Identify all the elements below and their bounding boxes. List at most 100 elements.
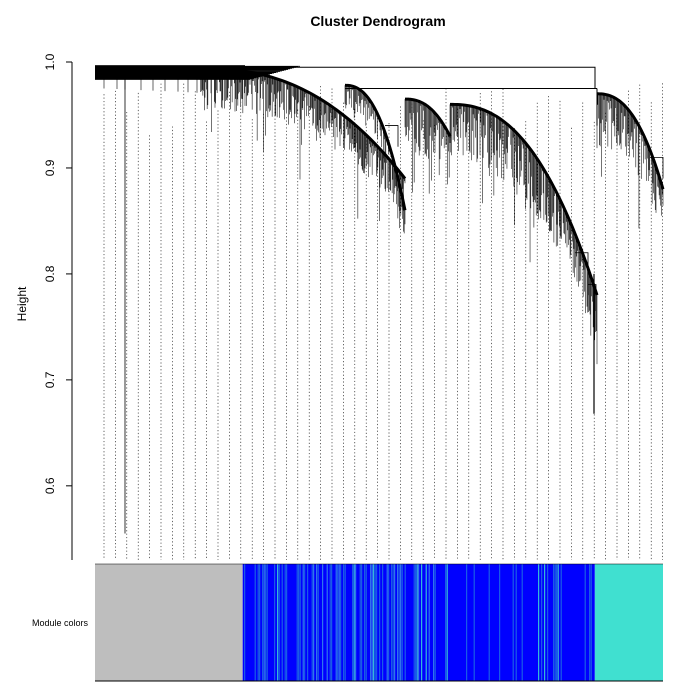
module-stripe bbox=[415, 564, 417, 681]
module-stripe bbox=[364, 564, 366, 681]
dendro-merge-box bbox=[650, 156, 664, 179]
module-stripe bbox=[544, 564, 546, 681]
module-stripe bbox=[547, 564, 549, 681]
module-stripe bbox=[554, 564, 556, 681]
dendro-merge-box bbox=[588, 284, 597, 311]
module-stripe bbox=[299, 564, 301, 681]
module-stripe bbox=[331, 564, 333, 681]
dendro-hull bbox=[404, 97, 452, 137]
module-stripe bbox=[560, 564, 562, 681]
y-axis: 0.6 0.7 0.8 0.9 1.0 bbox=[43, 53, 73, 560]
module-stripe bbox=[281, 564, 283, 681]
module-stripe bbox=[352, 564, 354, 681]
module-stripe bbox=[317, 564, 319, 681]
module-stripe bbox=[421, 564, 423, 681]
module-stripe bbox=[398, 564, 400, 681]
module-stripe bbox=[386, 564, 388, 681]
module-stripe bbox=[296, 564, 298, 681]
module-stripe bbox=[326, 564, 328, 681]
dendro-merge-box bbox=[385, 125, 399, 147]
module-stripe bbox=[257, 564, 259, 681]
module-stripe bbox=[365, 564, 367, 681]
module-stripe bbox=[416, 564, 418, 681]
module-stripe bbox=[428, 564, 430, 681]
module-stripe bbox=[263, 564, 265, 681]
module-stripe bbox=[394, 564, 396, 681]
module-stripe bbox=[278, 564, 280, 681]
module-stripe bbox=[284, 564, 286, 681]
dendrogram-branches bbox=[95, 65, 665, 560]
module-stripe bbox=[335, 564, 337, 681]
module-stripe bbox=[344, 564, 346, 681]
module-stripe bbox=[541, 564, 543, 681]
module-stripe bbox=[265, 564, 267, 681]
module-stripe bbox=[404, 564, 406, 681]
module-stripe bbox=[382, 564, 384, 681]
module-stripe bbox=[266, 564, 268, 681]
dendro-hull bbox=[596, 92, 665, 190]
module-colors-label: Module colors bbox=[32, 618, 89, 628]
module-stripe bbox=[557, 564, 559, 681]
module-stripe bbox=[388, 564, 390, 681]
module-stripe bbox=[401, 564, 403, 681]
module-stripe bbox=[277, 564, 279, 681]
module-stripe bbox=[359, 564, 361, 681]
module-stripe bbox=[355, 564, 357, 681]
module-stripe bbox=[466, 564, 468, 681]
module-stripe bbox=[329, 564, 331, 681]
dendro-hull bbox=[199, 66, 407, 180]
module-stripe bbox=[584, 564, 586, 681]
module-stripe bbox=[418, 564, 420, 681]
module-stripe bbox=[499, 564, 501, 681]
module-stripe bbox=[338, 564, 340, 681]
module-stripe bbox=[343, 564, 345, 681]
module-stripe bbox=[340, 564, 342, 681]
module-colors-bar bbox=[95, 563, 663, 682]
module-stripe bbox=[259, 564, 261, 681]
module-segment-turquoise bbox=[594, 564, 663, 681]
dendro-band-block bbox=[95, 65, 245, 76]
chart-title: Cluster Dendrogram bbox=[310, 13, 445, 29]
module-stripe bbox=[254, 564, 256, 681]
dendro-merge-top bbox=[168, 66, 596, 89]
dendro-blue-sub2 bbox=[449, 102, 599, 365]
module-stripe bbox=[337, 564, 339, 681]
module-stripe bbox=[374, 564, 376, 681]
module-stripe bbox=[400, 564, 402, 681]
module-stripe bbox=[313, 564, 315, 681]
module-stripe bbox=[311, 564, 313, 681]
module-stripe bbox=[590, 564, 592, 681]
module-stripe bbox=[521, 564, 523, 681]
module-stripe bbox=[379, 564, 381, 681]
module-stripe bbox=[488, 564, 490, 681]
y-tick-label: 0.9 bbox=[43, 159, 57, 176]
module-stripe bbox=[425, 564, 427, 681]
module-stripe bbox=[307, 564, 309, 681]
module-stripes-blue bbox=[244, 564, 592, 681]
module-stripe bbox=[446, 564, 448, 681]
module-stripe bbox=[376, 564, 378, 681]
module-stripe bbox=[353, 564, 355, 681]
module-stripe bbox=[434, 564, 436, 681]
dendro-grey-cluster bbox=[199, 66, 407, 229]
module-stripe bbox=[589, 564, 591, 681]
module-stripe bbox=[433, 564, 435, 681]
dendro-merge-box bbox=[575, 252, 589, 296]
y-tick-label: 0.7 bbox=[43, 371, 57, 388]
module-stripe bbox=[373, 564, 375, 681]
module-stripe bbox=[473, 564, 475, 681]
module-stripe bbox=[512, 564, 514, 681]
module-stripe bbox=[286, 564, 288, 681]
dendro-hull bbox=[344, 83, 407, 211]
module-stripe bbox=[262, 564, 264, 681]
module-stripe bbox=[304, 564, 306, 681]
dendro-sparse-leaves bbox=[103, 77, 595, 534]
module-stripe bbox=[371, 564, 373, 681]
module-stripe bbox=[553, 564, 555, 681]
y-tick-label: 1.0 bbox=[43, 53, 57, 70]
module-stripe bbox=[556, 564, 558, 681]
module-stripe bbox=[322, 564, 324, 681]
module-stripe bbox=[392, 564, 394, 681]
y-tick-label: 0.8 bbox=[43, 265, 57, 282]
